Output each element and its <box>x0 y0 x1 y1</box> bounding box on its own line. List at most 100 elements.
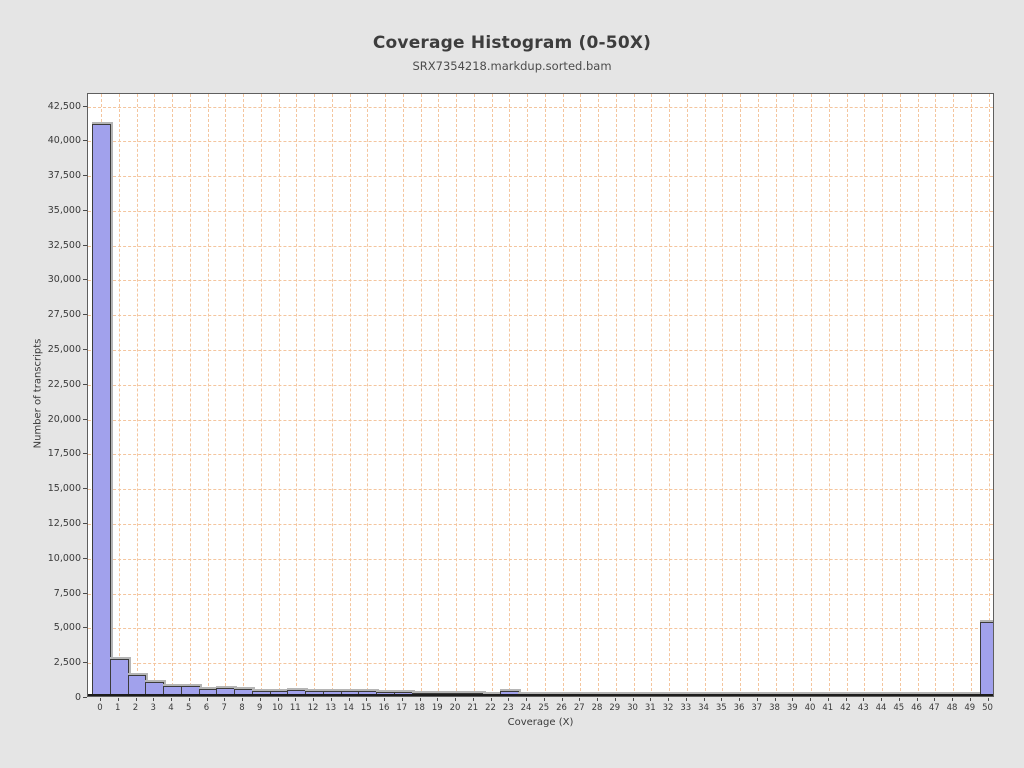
x-tick-mark <box>330 698 332 701</box>
gridline-vertical <box>882 94 883 696</box>
gridline-vertical <box>917 94 919 696</box>
x-tick-label: 50 <box>982 703 993 713</box>
x-tick-mark <box>401 698 403 701</box>
x-tick-label: 28 <box>591 703 603 713</box>
x-tick-mark <box>366 698 368 701</box>
x-tick-mark <box>224 698 226 701</box>
gridline-vertical <box>704 94 706 696</box>
x-tick-label: 24 <box>520 703 532 713</box>
y-tick-mark <box>83 592 87 594</box>
x-tick-label: 49 <box>964 703 976 713</box>
gridline-vertical <box>402 94 404 696</box>
x-tick-mark <box>348 698 350 701</box>
x-tick-mark <box>597 698 598 701</box>
x-tick-mark <box>614 698 616 701</box>
chart-subtitle: SRX7354218.markdup.sorted.bam <box>412 59 612 73</box>
x-tick-label: 3 <box>150 703 156 713</box>
y-tick-label: 37,500 <box>47 170 81 182</box>
x-tick-mark <box>242 698 243 701</box>
x-tick-mark <box>685 698 687 701</box>
x-tick-label: 14 <box>343 703 354 713</box>
x-tick-mark <box>934 698 936 701</box>
x-tick-mark <box>100 698 101 701</box>
gridline-horizontal <box>88 489 993 491</box>
x-tick-label: 29 <box>609 703 621 713</box>
chart-title: Coverage Histogram (0-50X) <box>372 33 652 53</box>
x-tick-label: 45 <box>893 703 905 713</box>
y-tick-label: 22,500 <box>47 378 81 390</box>
gridline-vertical <box>846 94 848 696</box>
x-tick-mark <box>277 698 279 701</box>
x-tick-mark <box>259 698 261 701</box>
y-tick-label: 42,500 <box>47 100 81 112</box>
x-tick-mark <box>561 698 563 701</box>
x-tick-mark <box>153 698 155 701</box>
x-tick-mark <box>792 698 794 701</box>
y-tick-mark <box>83 453 87 455</box>
gridline-vertical <box>864 94 866 696</box>
y-tick-label: 15,000 <box>47 483 81 495</box>
x-tick-mark <box>756 698 758 701</box>
gridline-vertical <box>491 94 493 696</box>
y-tick-label: 40,000 <box>47 135 81 147</box>
gridline-vertical <box>722 94 724 696</box>
x-tick-mark <box>579 698 581 701</box>
x-tick-label: 25 <box>538 703 550 713</box>
gridline-vertical <box>828 94 830 696</box>
gridline-vertical <box>598 94 599 696</box>
x-tick-label: 33 <box>680 703 692 713</box>
x-tick-label: 2 <box>132 703 139 713</box>
y-tick-label: 35,000 <box>47 204 81 216</box>
x-tick-label: 7 <box>221 703 227 713</box>
gridline-horizontal <box>88 141 993 143</box>
x-tick-mark <box>384 698 385 701</box>
y-tick-mark <box>83 557 87 559</box>
x-tick-label: 5 <box>186 703 192 713</box>
x-tick-label: 4 <box>168 703 174 713</box>
y-tick-mark <box>83 488 87 490</box>
gridline-horizontal <box>88 663 993 665</box>
y-tick-mark <box>83 105 87 107</box>
gridline-vertical <box>207 94 209 696</box>
gridline-horizontal <box>88 593 993 595</box>
gridline-vertical <box>740 94 741 696</box>
histogram-bar-1 <box>109 659 129 696</box>
gridline-vertical <box>189 94 191 696</box>
gridline-vertical <box>438 94 440 696</box>
x-tick-label: 38 <box>769 703 780 713</box>
y-tick-label: 30,000 <box>47 274 81 286</box>
gridline-vertical <box>669 94 670 696</box>
x-tick-mark <box>987 698 989 701</box>
x-tick-label: 1 <box>115 703 121 713</box>
y-tick-mark <box>83 383 87 385</box>
x-tick-mark <box>171 698 172 701</box>
y-tick-mark <box>83 140 87 142</box>
x-tick-mark <box>295 698 297 701</box>
gridline-horizontal <box>88 245 993 247</box>
gridline-vertical <box>935 94 937 696</box>
x-tick-mark <box>969 698 971 701</box>
gridline-horizontal <box>88 210 993 212</box>
gridline-vertical <box>651 94 653 696</box>
x-tick-mark <box>739 698 740 701</box>
x-tick-label: 6 <box>203 703 210 713</box>
y-tick-label: 25,000 <box>47 344 81 356</box>
plot-area <box>87 93 994 697</box>
x-tick-label: 40 <box>804 703 816 713</box>
gridline-horizontal <box>88 176 993 178</box>
gridline-horizontal <box>88 454 993 456</box>
x-tick-label: 43 <box>857 703 869 713</box>
x-tick-mark <box>952 698 953 701</box>
y-tick-mark <box>83 349 87 351</box>
gridline-horizontal <box>88 628 993 630</box>
gridline-vertical <box>793 94 795 696</box>
y-tick-label: 12,500 <box>47 518 81 530</box>
gridline-vertical <box>953 94 954 696</box>
y-tick-label: 17,500 <box>47 448 81 460</box>
gridline-vertical <box>988 94 990 696</box>
gridline-horizontal <box>88 106 993 108</box>
gridline-horizontal <box>88 419 993 421</box>
y-tick-label: 0 <box>74 692 81 703</box>
y-tick-mark <box>83 697 87 698</box>
y-tick-mark <box>83 279 87 281</box>
